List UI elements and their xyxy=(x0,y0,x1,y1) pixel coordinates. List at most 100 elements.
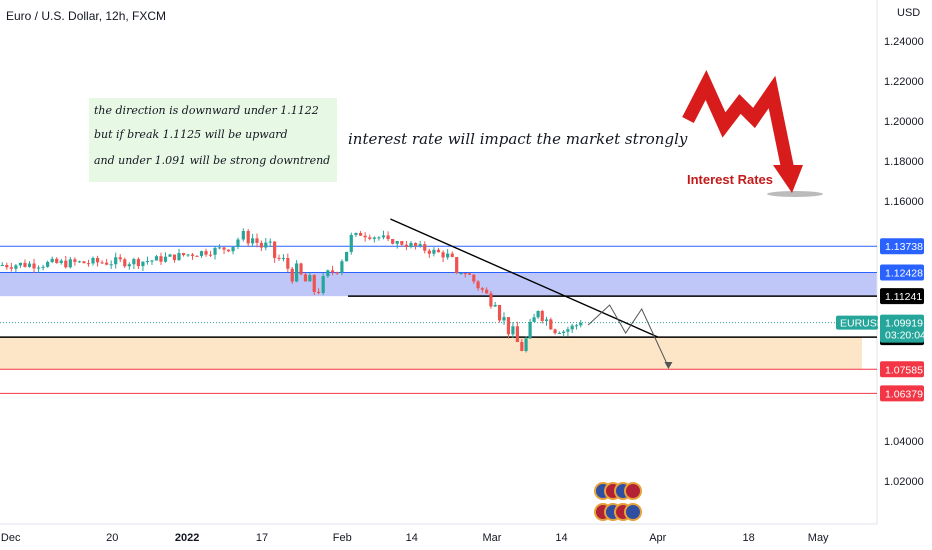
support-zone xyxy=(0,337,862,370)
candle-body xyxy=(141,261,145,267)
candle-body xyxy=(281,258,286,260)
candle-body xyxy=(455,257,459,273)
candle-body xyxy=(557,333,561,334)
candle-body xyxy=(95,257,100,263)
candle-body xyxy=(528,321,532,339)
candle-body xyxy=(485,289,489,294)
time-tick-label: Mar xyxy=(482,532,501,544)
candle-body xyxy=(459,273,463,274)
economic-events-icon[interactable] xyxy=(594,482,642,521)
candle-body xyxy=(246,231,250,244)
level-tag xyxy=(880,361,924,378)
candle-body xyxy=(532,317,536,322)
candle-body xyxy=(18,262,23,266)
candle-body xyxy=(515,326,519,343)
candle-body xyxy=(566,329,570,332)
time-tick-label: 2022 xyxy=(175,532,199,544)
price-axis[interactable]: 1.24000 1.22000 1.20000 1.18000 1.16000 1.040… xyxy=(884,36,924,488)
candle-body xyxy=(236,239,240,247)
candle-body xyxy=(413,242,418,246)
time-axis[interactable]: Dec 20 2022 17 Feb 14 Mar 14 Apr 18 May xyxy=(1,532,829,544)
level-tag xyxy=(880,288,924,305)
candle-body xyxy=(358,233,363,236)
time-tick-label: Dec xyxy=(1,532,21,544)
candle-body xyxy=(204,251,208,255)
candle-body xyxy=(277,257,281,259)
candle-body xyxy=(308,275,312,282)
candle-body xyxy=(150,260,154,262)
candle-body xyxy=(168,254,172,257)
candle-body xyxy=(213,247,217,255)
candle-body xyxy=(259,242,264,248)
candle-body xyxy=(59,260,63,263)
price-tick-label: 1.02000 xyxy=(884,476,924,488)
candle-body xyxy=(118,257,122,260)
candle-body xyxy=(476,281,480,289)
current-price-value: 1.09919 xyxy=(885,318,923,330)
currency-label: USD xyxy=(897,7,920,19)
candle-body xyxy=(50,258,54,262)
candle-body xyxy=(354,233,358,235)
price-tick-label: 1.18000 xyxy=(884,156,924,168)
candle-body xyxy=(154,256,159,261)
candle-body xyxy=(264,242,268,248)
candle-body xyxy=(208,254,213,256)
candle-body xyxy=(132,259,136,265)
candle-body xyxy=(391,239,395,244)
candle-body xyxy=(326,270,330,277)
note-box[interactable] xyxy=(89,98,337,182)
candle-body xyxy=(9,267,13,269)
candle-body xyxy=(123,259,127,267)
candle-body xyxy=(109,264,113,266)
candle-body xyxy=(32,263,36,269)
candle-body xyxy=(295,263,299,282)
price-tick-label: 1.20000 xyxy=(884,116,924,128)
candle-body xyxy=(217,247,222,249)
note-line-2: but if break 1.1125 will be upward xyxy=(94,128,288,141)
price-tick-label: 1.22000 xyxy=(884,76,924,88)
candle-body xyxy=(226,249,231,252)
chart-title: Euro / U.S. Dollar, 12h, FXCM xyxy=(6,9,166,23)
candle-body xyxy=(446,253,450,258)
time-tick-label: 17 xyxy=(256,532,268,544)
candle-body xyxy=(377,237,381,239)
candle-body xyxy=(544,319,549,321)
time-tick-label: May xyxy=(808,532,829,544)
candle-body xyxy=(317,291,321,293)
candle-body xyxy=(231,247,235,252)
level-tag-label: 1.12428 xyxy=(885,267,923,279)
candle-body xyxy=(423,244,427,251)
candle-body xyxy=(349,234,353,252)
time-tick-label: 14 xyxy=(406,532,418,544)
time-tick-label: Apr xyxy=(649,532,666,544)
level-tag xyxy=(880,264,924,281)
candle-body xyxy=(91,257,95,264)
time-tick-label: 14 xyxy=(555,532,567,544)
candle-body xyxy=(497,305,502,321)
candle-body xyxy=(489,293,493,307)
candle-body xyxy=(340,261,344,273)
candle-body xyxy=(574,325,579,327)
candle-body xyxy=(368,237,372,239)
trendline[interactable] xyxy=(390,218,659,338)
interest-rates-label: Interest Rates xyxy=(687,172,773,187)
candle-body xyxy=(467,273,472,275)
candle-body xyxy=(14,265,18,269)
current-price-tag xyxy=(880,314,924,343)
candle-body xyxy=(82,261,86,264)
candle-body xyxy=(441,252,445,258)
candle-body xyxy=(163,256,168,262)
candle-body xyxy=(273,241,277,258)
candle-body xyxy=(436,249,441,253)
symbol-tag-label: EURUSD xyxy=(840,318,885,330)
candle-body xyxy=(186,254,190,256)
candle-body xyxy=(46,261,50,267)
candle-body xyxy=(506,317,511,335)
projection-path[interactable] xyxy=(587,304,669,368)
candle-body xyxy=(335,272,339,274)
candle-body xyxy=(321,276,325,293)
candle-body xyxy=(372,237,376,239)
note-line-1: the direction is downward under 1.1122 xyxy=(94,104,319,117)
